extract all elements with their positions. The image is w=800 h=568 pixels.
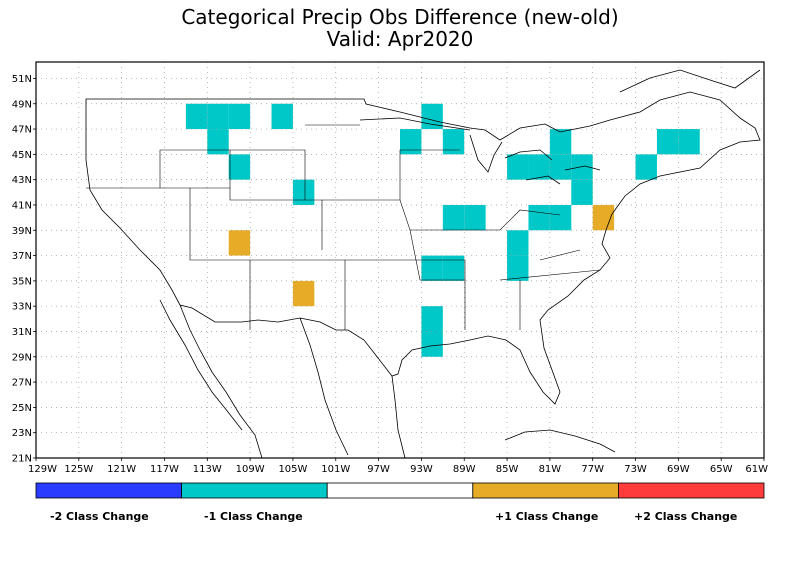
anomaly-cell xyxy=(292,280,315,307)
anomaly-cell xyxy=(507,154,529,180)
latitude-tick-labels: 51N 49N 47N 45N 43N 41N 39N 37N 35N 33N 31N 29N 27N 2… xyxy=(12,74,36,465)
lon-tick-label: 69W xyxy=(667,464,690,475)
anomaly-cell xyxy=(678,129,700,155)
lat-tick-label: 47N xyxy=(12,125,32,136)
map-frame xyxy=(35,61,765,459)
anomaly-cell xyxy=(549,129,572,155)
boundary-lines xyxy=(85,69,761,459)
lat-tick-label: 23N xyxy=(12,428,32,439)
lon-tick-label: 73W xyxy=(624,464,647,475)
lon-tick-label: 77W xyxy=(581,464,604,475)
lon-tick-label: 101W xyxy=(321,464,350,475)
legend-label-minus1: -1 Class Change xyxy=(204,510,303,523)
anomaly-cell xyxy=(442,129,465,155)
anomaly-cell xyxy=(207,103,229,130)
cuba-coast xyxy=(504,429,616,453)
us-outline xyxy=(85,91,761,405)
anomaly-cell xyxy=(185,103,208,130)
lon-tick-label: 117W xyxy=(150,464,179,475)
state-lines xyxy=(86,124,601,330)
anomaly-cell xyxy=(228,154,251,180)
lon-tick-label: 113W xyxy=(193,464,222,475)
legend-color-bar xyxy=(35,482,765,499)
great-lakes xyxy=(359,117,601,185)
legend-label-plus2: +2 Class Change xyxy=(634,510,738,523)
lon-tick-label: 81W xyxy=(539,464,562,475)
legend-swatch-plus2 xyxy=(618,482,765,499)
title-line-2: Valid: Apr2020 xyxy=(326,27,474,51)
anomaly-cell xyxy=(228,230,251,256)
anomaly-cell xyxy=(635,154,657,180)
lon-tick-label: 129W xyxy=(28,464,57,475)
chart-title: Categorical Precip Obs Difference (new-o… xyxy=(0,6,800,50)
anomaly-cell xyxy=(421,331,443,357)
anomaly-cell xyxy=(571,154,593,180)
lat-tick-label: 45N xyxy=(12,150,32,161)
anomaly-cell xyxy=(421,306,443,332)
lat-tick-label: 41N xyxy=(12,200,32,211)
anomaly-cell xyxy=(228,103,251,130)
lat-tick-label: 31N xyxy=(12,327,32,338)
lat-tick-label: 21N xyxy=(12,454,32,465)
lat-tick-label: 49N xyxy=(12,99,32,110)
canada-coast xyxy=(619,69,761,93)
lat-tick-label: 27N xyxy=(12,378,32,389)
anomaly-cell xyxy=(400,129,422,155)
lat-tick-label: 37N xyxy=(12,251,32,262)
anomaly-cell xyxy=(292,179,315,205)
lon-tick-label: 121W xyxy=(107,464,136,475)
title-line-1: Categorical Precip Obs Difference (new-o… xyxy=(181,5,619,29)
lat-tick-label: 35N xyxy=(12,276,32,287)
anomaly-cell xyxy=(507,230,529,256)
anomaly-cell xyxy=(271,103,293,130)
lon-tick-label: 89W xyxy=(453,464,476,475)
anomaly-cell xyxy=(528,204,550,231)
lat-tick-label: 29N xyxy=(12,352,32,363)
anomaly-cell xyxy=(442,255,465,281)
lat-tick-label: 39N xyxy=(12,226,32,237)
anomaly-cell xyxy=(656,129,679,155)
lon-tick-label: 105W xyxy=(278,464,307,475)
lon-tick-label: 61W xyxy=(745,464,768,475)
anomaly-cell xyxy=(507,255,529,281)
legend-swatch-plus1 xyxy=(472,482,619,499)
lon-tick-label: 109W xyxy=(236,464,265,475)
lon-tick-label: 125W xyxy=(64,464,93,475)
lat-tick-label: 51N xyxy=(12,74,32,85)
lat-tick-label: 43N xyxy=(12,175,32,186)
lon-tick-label: 97W xyxy=(367,464,390,475)
mexico-coast xyxy=(179,304,406,459)
anomaly-cell xyxy=(207,129,229,155)
longitude-tick-labels: 129W 125W 121W 117W 113W 109W 105W 101W 97W 93W 89… xyxy=(28,458,768,475)
legend-swatch-minus2 xyxy=(35,482,183,499)
lat-tick-label: 25N xyxy=(12,403,32,414)
lon-tick-label: 93W xyxy=(410,464,433,475)
anomaly-cell xyxy=(549,154,572,180)
anomaly-cells xyxy=(185,103,700,357)
anomaly-cell xyxy=(442,204,465,231)
lon-tick-label: 65W xyxy=(710,464,733,475)
anomaly-cell xyxy=(528,154,550,180)
baja-coast xyxy=(159,299,243,431)
lon-tick-label: 85W xyxy=(496,464,519,475)
anomaly-cell xyxy=(571,179,593,205)
legend-swatch-minus1 xyxy=(181,482,328,499)
anomaly-cell xyxy=(421,103,443,130)
anomaly-cell xyxy=(421,255,443,281)
anomaly-cell xyxy=(549,204,572,231)
lat-tick-label: 33N xyxy=(12,302,32,313)
legend-label-minus2: -2 Class Change xyxy=(50,510,149,523)
anomaly-cell xyxy=(592,204,615,231)
legend-label-plus1: +1 Class Change xyxy=(495,510,599,523)
legend-swatch-zero xyxy=(326,482,474,499)
anomaly-cell xyxy=(464,204,486,231)
